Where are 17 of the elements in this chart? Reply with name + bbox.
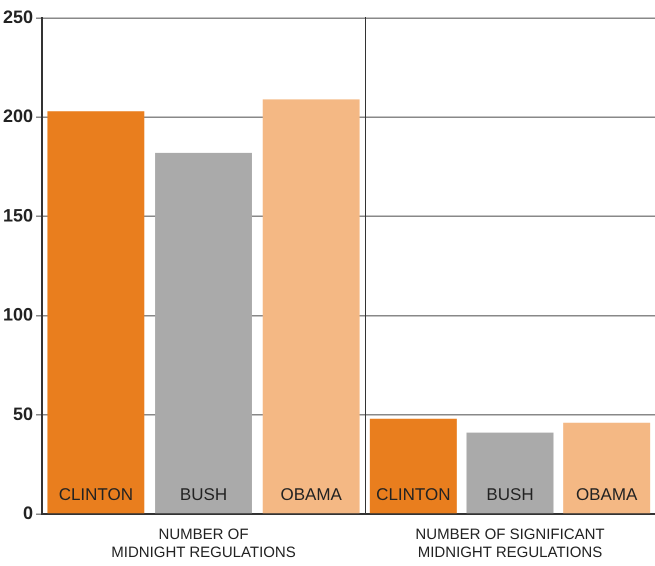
x-tick-label: OBAMA	[576, 485, 638, 504]
y-tick-label: 200	[2, 106, 34, 126]
y-tick-label: 50	[13, 404, 34, 424]
x-axis-title: NUMBER OF MIDNIGHT REGULATIONS	[111, 526, 296, 562]
y-tick-label: 250	[2, 6, 34, 27]
y-tick-label: 100	[2, 304, 34, 325]
bar	[47, 111, 144, 514]
x-tick-label: BUSH	[180, 485, 228, 504]
y-tick-label: 0	[23, 502, 34, 523]
x-tick-label: BUSH	[486, 485, 534, 504]
bar	[262, 99, 360, 514]
bar	[155, 152, 252, 514]
x-tick-label: OBAMA	[280, 485, 343, 504]
y-tick-label: 150	[2, 205, 34, 226]
x-tick-label: CLINTON	[58, 485, 134, 504]
x-tick-label: CLINTON	[376, 485, 450, 504]
x-axis-title: NUMBER OF SIGNIFICANT MIDNIGHT REGULATIONS	[415, 526, 605, 562]
